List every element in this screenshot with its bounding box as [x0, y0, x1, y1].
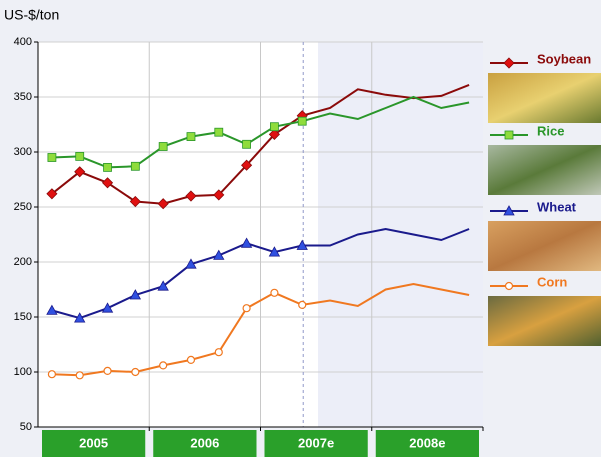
y-axis-label: US-$/ton: [4, 7, 59, 23]
data-point: [214, 348, 223, 357]
year-label: 2005: [79, 435, 108, 450]
y-tick-label: 350: [14, 91, 32, 103]
year-band: [264, 430, 368, 457]
data-point: [157, 280, 169, 291]
data-point: [46, 304, 58, 315]
legend-marker: [503, 205, 515, 216]
legend-photo: [488, 221, 601, 271]
legend-marker: [504, 281, 514, 291]
legend-marker: [503, 57, 515, 69]
y-tick-label: 50: [20, 421, 32, 433]
data-point: [186, 132, 196, 142]
legend-label: Soybean: [537, 51, 591, 66]
data-point: [75, 151, 85, 161]
y-tick-label: 250: [14, 201, 32, 213]
data-point: [47, 370, 57, 379]
data-point: [214, 127, 224, 137]
data-point: [270, 122, 279, 132]
data-point: [240, 237, 253, 248]
legend-photo: [488, 73, 601, 123]
series-line: [51, 83, 470, 205]
data-point: [101, 177, 114, 189]
data-point: [158, 142, 168, 151]
data-point: [129, 289, 142, 300]
plot-background: [38, 42, 318, 427]
data-point: [129, 195, 141, 208]
data-point: [130, 161, 140, 171]
data-point: [103, 162, 112, 172]
year-band: [42, 430, 146, 457]
data-point: [159, 361, 168, 370]
series-line: [51, 227, 470, 320]
y-tick-label: 400: [14, 36, 32, 48]
year-label: 2006: [190, 435, 219, 450]
data-point: [241, 159, 253, 171]
series-line: [51, 95, 470, 169]
data-point: [213, 189, 225, 201]
data-point: [242, 304, 251, 313]
year-label: 2007e: [298, 435, 334, 450]
legend-label: Wheat: [537, 199, 577, 214]
data-point: [131, 367, 140, 377]
data-point: [186, 355, 196, 364]
year-band: [375, 430, 479, 457]
data-point: [298, 300, 307, 309]
data-point: [268, 128, 280, 140]
y-tick-label: 200: [14, 256, 32, 268]
legend-label: Corn: [537, 274, 567, 289]
data-point: [213, 249, 225, 260]
y-tick-label: 300: [14, 146, 32, 158]
data-point: [296, 239, 308, 250]
data-point: [46, 188, 58, 200]
series-line: [51, 282, 470, 377]
data-point: [103, 366, 112, 375]
data-point: [297, 116, 307, 126]
data-point: [74, 166, 86, 178]
data-point: [270, 288, 279, 297]
year-band: [153, 430, 257, 457]
data-point: [242, 139, 251, 149]
data-point: [101, 302, 114, 313]
legend-photo: [488, 145, 601, 195]
year-label: 2008e: [409, 435, 445, 450]
data-point: [268, 246, 281, 257]
data-point: [157, 198, 169, 210]
legend-label: Rice: [537, 123, 564, 138]
data-point: [185, 258, 197, 269]
legend-marker: [504, 130, 514, 140]
data-point: [185, 190, 197, 202]
legend-photo: [488, 296, 601, 346]
data-point: [74, 312, 86, 323]
data-point: [47, 153, 57, 162]
data-point: [75, 371, 84, 380]
y-tick-label: 100: [14, 366, 32, 378]
y-tick-label: 150: [14, 311, 32, 323]
